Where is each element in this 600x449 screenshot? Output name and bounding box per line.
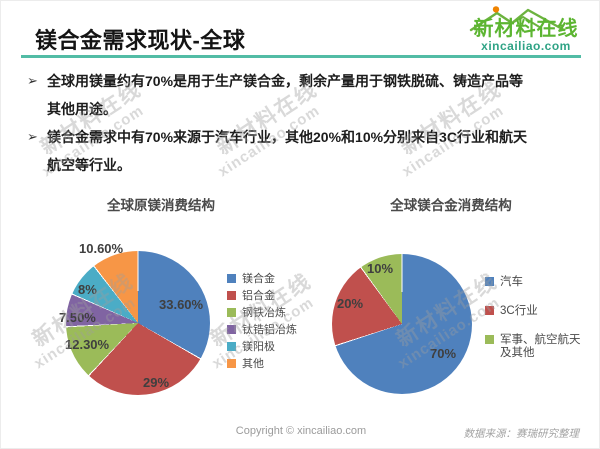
- footer-copyright: Copyright © xincailiao.com: [235, 425, 367, 437]
- page-title: 镁合金需求现状-全球: [35, 28, 246, 53]
- bullet-line: 其他用途。: [47, 101, 117, 117]
- pie-label: 10.60%: [79, 241, 124, 256]
- bullet-line: 全球用镁量约有70%是用于生产镁合金，剩余产量用于钢铁脱硫、铸造产品等: [47, 73, 524, 89]
- chart-legend: 汽车 3C行业军事、航空航天及其他: [485, 276, 581, 360]
- bullet-item: ➢ 镁合金需求中有70%来源于汽车行业，其他20%和10%分别来自3C行业和航天…: [27, 123, 587, 179]
- legend-label: 铝合金: [242, 290, 275, 302]
- sun-icon: [492, 6, 500, 13]
- pie-label: 7.50%: [59, 310, 96, 325]
- legend-marker-icon: [485, 335, 494, 344]
- logo-domain: xincailiao.com: [481, 39, 571, 53]
- bullet-list: ➢ 全球用镁量约有70%是用于生产镁合金，剩余产量用于钢铁脱硫、铸造产品等 其他…: [27, 67, 587, 179]
- legend-item: 钢铁冶炼: [227, 307, 297, 319]
- pie-label: 29%: [143, 375, 170, 390]
- pie-chart-primary-magnesium: [66, 251, 210, 395]
- arrow-bullet-icon: ➢: [27, 129, 38, 144]
- legend-marker-icon: [227, 359, 236, 368]
- title-underline: [21, 55, 581, 58]
- pie-label: 33.60%: [159, 297, 204, 312]
- pie-label: 8%: [78, 282, 97, 297]
- legend-marker-icon: [227, 342, 236, 351]
- site-logo: 新材料在线 xincailiao.com: [465, 6, 587, 56]
- bullet-item: ➢ 全球用镁量约有70%是用于生产镁合金，剩余产量用于钢铁脱硫、铸造产品等 其他…: [27, 67, 587, 123]
- legend-label: 钛锆铝冶炼: [242, 324, 297, 336]
- legend-item: 汽车: [485, 276, 581, 289]
- legend-label: 镁阳极: [242, 341, 275, 353]
- footer-data-source: 数据来源：赛瑞研究整理: [463, 428, 580, 440]
- pie-label: 10%: [367, 261, 394, 276]
- legend-item: 镁阳极: [227, 341, 297, 353]
- legend-label: 汽车: [500, 276, 523, 288]
- bullet-line: 镁合金需求中有70%来源于汽车行业，其他20%和10%分别来自3C行业和航天: [47, 129, 527, 145]
- legend-item: 军事、航空航天及其他: [485, 334, 581, 360]
- legend-marker-icon: [227, 308, 236, 317]
- pie-label: 70%: [430, 346, 457, 361]
- legend-label: 军事、航空航天及其他: [500, 334, 581, 359]
- legend-marker-icon: [227, 274, 236, 283]
- legend-item: 3C行业: [485, 305, 581, 318]
- pie-chart-magnesium-alloy: [332, 254, 472, 394]
- chart-panel-magnesium-alloy: 全球镁合金消费结构 70% 20% 10% 汽车 3C行业军事、航空航天及其他: [311, 191, 596, 416]
- legend-marker-icon: [227, 291, 236, 300]
- chart-title: 全球原镁消费结构: [107, 198, 215, 213]
- legend-marker-icon: [485, 277, 494, 286]
- logo-name: 新材料在线: [473, 18, 579, 40]
- legend-label: 其他: [242, 358, 264, 370]
- legend-item: 其他: [227, 358, 297, 370]
- legend-marker-icon: [227, 325, 236, 334]
- pie-label: 12.30%: [65, 337, 110, 352]
- legend-item: 镁合金: [227, 273, 297, 285]
- pie-label: 20%: [337, 296, 364, 311]
- legend-item: 钛锆铝冶炼: [227, 324, 297, 336]
- legend-label: 3C行业: [500, 305, 538, 317]
- arrow-bullet-icon: ➢: [27, 73, 38, 88]
- chart-title: 全球镁合金消费结构: [390, 198, 512, 213]
- mountain-icon: [469, 6, 566, 32]
- chart-panel-primary-magnesium: 全球原镁消费结构 33.60% 29% 12.30% 7.50% 8% 10.6…: [21, 191, 311, 416]
- legend-item: 铝合金: [227, 290, 297, 302]
- chart-legend: 镁合金铝合金钢铁冶炼钛锆铝冶炼镁阳极其他: [227, 273, 297, 370]
- bullet-line: 航空等行业。: [47, 157, 131, 173]
- legend-marker-icon: [485, 306, 494, 315]
- legend-label: 镁合金: [242, 273, 275, 285]
- legend-label: 钢铁冶炼: [242, 307, 286, 319]
